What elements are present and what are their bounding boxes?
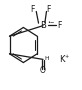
Text: H: H: [44, 56, 49, 61]
Text: B: B: [40, 21, 46, 30]
Text: •−: •−: [47, 20, 55, 25]
Text: F: F: [57, 21, 61, 30]
Text: K: K: [60, 55, 65, 64]
Text: +: +: [64, 54, 68, 59]
Text: F: F: [47, 5, 51, 14]
Text: F: F: [31, 5, 35, 14]
Text: O: O: [40, 66, 46, 75]
